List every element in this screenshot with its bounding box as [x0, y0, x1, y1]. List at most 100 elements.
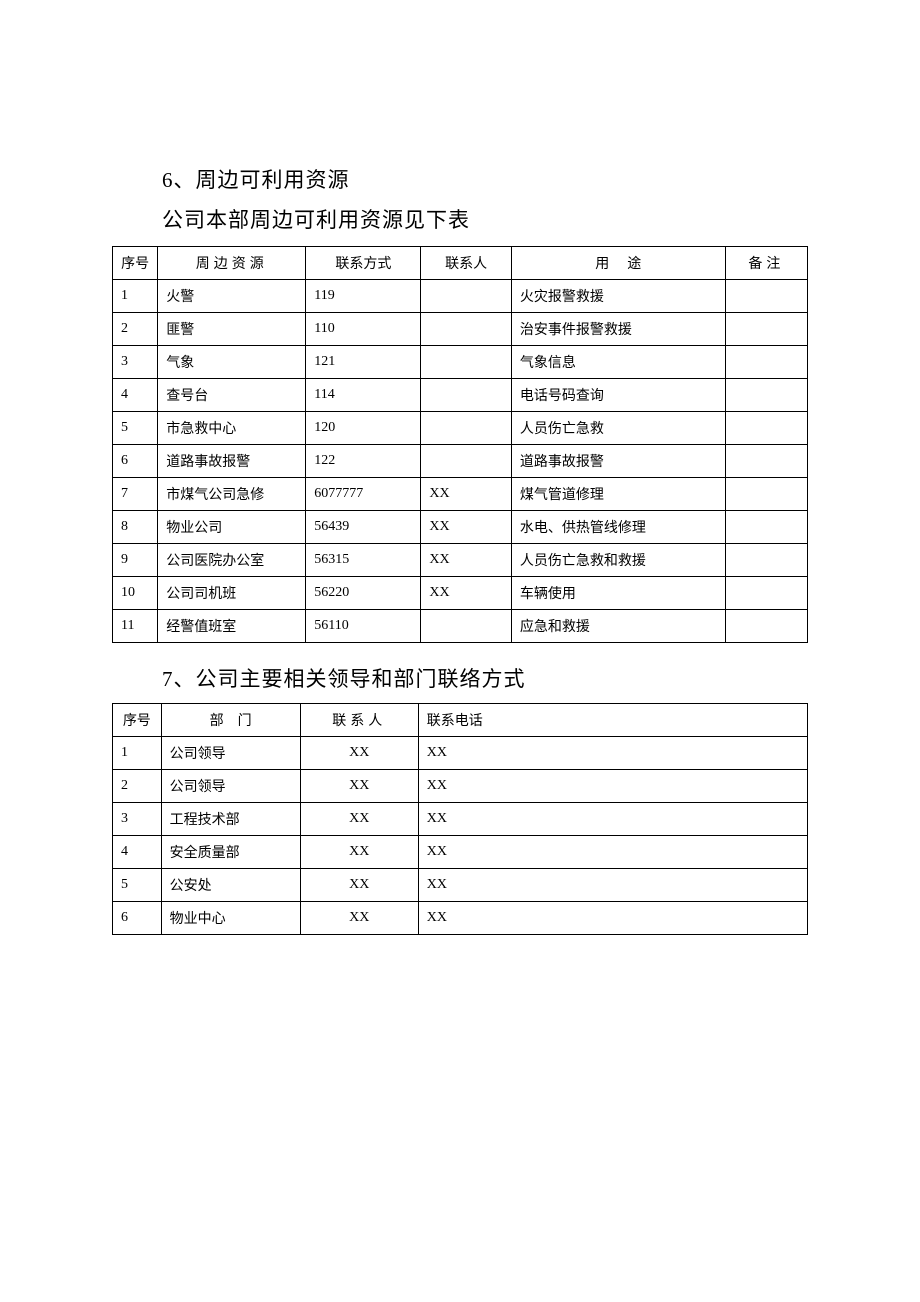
table-row: 7市煤气公司急修6077777XX煤气管道修理	[113, 478, 808, 511]
cell-purpose: 应急和救援	[511, 610, 725, 643]
table-row: 5市急救中心120人员伤亡急救	[113, 412, 808, 445]
cell-no: 7	[113, 478, 158, 511]
cell-phone: XX	[418, 836, 807, 869]
cell-no: 10	[113, 577, 158, 610]
cell-person	[421, 610, 511, 643]
table-row: 9公司医院办公室56315XX人员伤亡急救和救援	[113, 544, 808, 577]
cell-note	[725, 511, 807, 544]
cell-purpose: 车辆使用	[511, 577, 725, 610]
cell-no: 4	[113, 836, 162, 869]
cell-purpose: 气象信息	[511, 346, 725, 379]
cell-contact: 56110	[306, 610, 421, 643]
cell-no: 3	[113, 803, 162, 836]
contacts-table: 序号 部门 联系人 联系电话 1公司领导XXXX2公司领导XXXX3工程技术部X…	[112, 703, 808, 935]
cell-note	[725, 313, 807, 346]
section6-heading: 6、周边可利用资源	[162, 164, 808, 194]
table-row: 11经警值班室56110应急和救援	[113, 610, 808, 643]
cell-resource: 市急救中心	[158, 412, 306, 445]
cell-person: XX	[421, 511, 511, 544]
cell-note	[725, 379, 807, 412]
cell-person	[421, 313, 511, 346]
cell-dept: 公司领导	[161, 770, 300, 803]
cell-contact: 114	[306, 379, 421, 412]
table-row: 8物业公司56439XX水电、供热管线修理	[113, 511, 808, 544]
cell-dept: 公安处	[161, 869, 300, 902]
cell-no: 6	[113, 902, 162, 935]
col-header-no: 序号	[113, 247, 158, 280]
cell-no: 9	[113, 544, 158, 577]
cell-no: 3	[113, 346, 158, 379]
cell-no: 2	[113, 770, 162, 803]
cell-resource: 道路事故报警	[158, 445, 306, 478]
cell-note	[725, 445, 807, 478]
cell-purpose: 人员伤亡急救和救援	[511, 544, 725, 577]
cell-person: XX	[421, 577, 511, 610]
table-row: 1火警119火灾报警救援	[113, 280, 808, 313]
cell-person: XX	[300, 770, 418, 803]
cell-person	[421, 445, 511, 478]
col-header-person: 联系人	[421, 247, 511, 280]
cell-no: 1	[113, 737, 162, 770]
cell-resource: 公司医院办公室	[158, 544, 306, 577]
col-header-no: 序号	[113, 704, 162, 737]
cell-purpose: 道路事故报警	[511, 445, 725, 478]
cell-resource: 公司司机班	[158, 577, 306, 610]
cell-note	[725, 478, 807, 511]
cell-no: 8	[113, 511, 158, 544]
col-header-note: 备注	[725, 247, 807, 280]
cell-person: XX	[421, 544, 511, 577]
cell-resource: 市煤气公司急修	[158, 478, 306, 511]
cell-phone: XX	[418, 803, 807, 836]
cell-no: 5	[113, 869, 162, 902]
col-header-contact: 联系方式	[306, 247, 421, 280]
section7-heading: 7、公司主要相关领导和部门联络方式	[162, 663, 808, 693]
cell-person	[421, 412, 511, 445]
resources-table: 序号 周边资源 联系方式 联系人 用途 备注 1火警119火灾报警救援2匪警11…	[112, 246, 808, 643]
table-row: 2匪警110治安事件报警救援	[113, 313, 808, 346]
cell-person: XX	[421, 478, 511, 511]
table-row: 3气象121气象信息	[113, 346, 808, 379]
cell-person: XX	[300, 902, 418, 935]
cell-phone: XX	[418, 869, 807, 902]
cell-person	[421, 346, 511, 379]
cell-phone: XX	[418, 737, 807, 770]
cell-contact: 56220	[306, 577, 421, 610]
cell-dept: 物业中心	[161, 902, 300, 935]
cell-resource: 匪警	[158, 313, 306, 346]
cell-no: 4	[113, 379, 158, 412]
cell-purpose: 煤气管道修理	[511, 478, 725, 511]
table-row: 5公安处XXXX	[113, 869, 808, 902]
cell-person: XX	[300, 803, 418, 836]
cell-phone: XX	[418, 770, 807, 803]
table-row: 2公司领导XXXX	[113, 770, 808, 803]
table-row: 4查号台114 电话号码查询	[113, 379, 808, 412]
cell-note	[725, 544, 807, 577]
cell-dept: 安全质量部	[161, 836, 300, 869]
cell-purpose: 火灾报警救援	[511, 280, 725, 313]
cell-person	[421, 379, 511, 412]
col-header-person: 联系人	[300, 704, 418, 737]
table-header-row: 序号 周边资源 联系方式 联系人 用途 备注	[113, 247, 808, 280]
cell-contact: 120	[306, 412, 421, 445]
cell-no: 2	[113, 313, 158, 346]
cell-purpose: 电话号码查询	[511, 379, 725, 412]
cell-note	[725, 610, 807, 643]
table-row: 6道路事故报警122道路事故报警	[113, 445, 808, 478]
cell-resource: 查号台	[158, 379, 306, 412]
cell-person: XX	[300, 737, 418, 770]
col-header-resource: 周边资源	[158, 247, 306, 280]
col-header-phone: 联系电话	[418, 704, 807, 737]
cell-note	[725, 577, 807, 610]
cell-person: XX	[300, 869, 418, 902]
cell-note	[725, 280, 807, 313]
table-row: 4安全质量部XXXX	[113, 836, 808, 869]
cell-dept: 工程技术部	[161, 803, 300, 836]
cell-person: XX	[300, 836, 418, 869]
col-header-purpose: 用途	[511, 247, 725, 280]
cell-note	[725, 346, 807, 379]
cell-purpose: 人员伤亡急救	[511, 412, 725, 445]
cell-resource: 气象	[158, 346, 306, 379]
table-row: 3工程技术部XXXX	[113, 803, 808, 836]
table-header-row: 序号 部门 联系人 联系电话	[113, 704, 808, 737]
cell-contact: 119	[306, 280, 421, 313]
